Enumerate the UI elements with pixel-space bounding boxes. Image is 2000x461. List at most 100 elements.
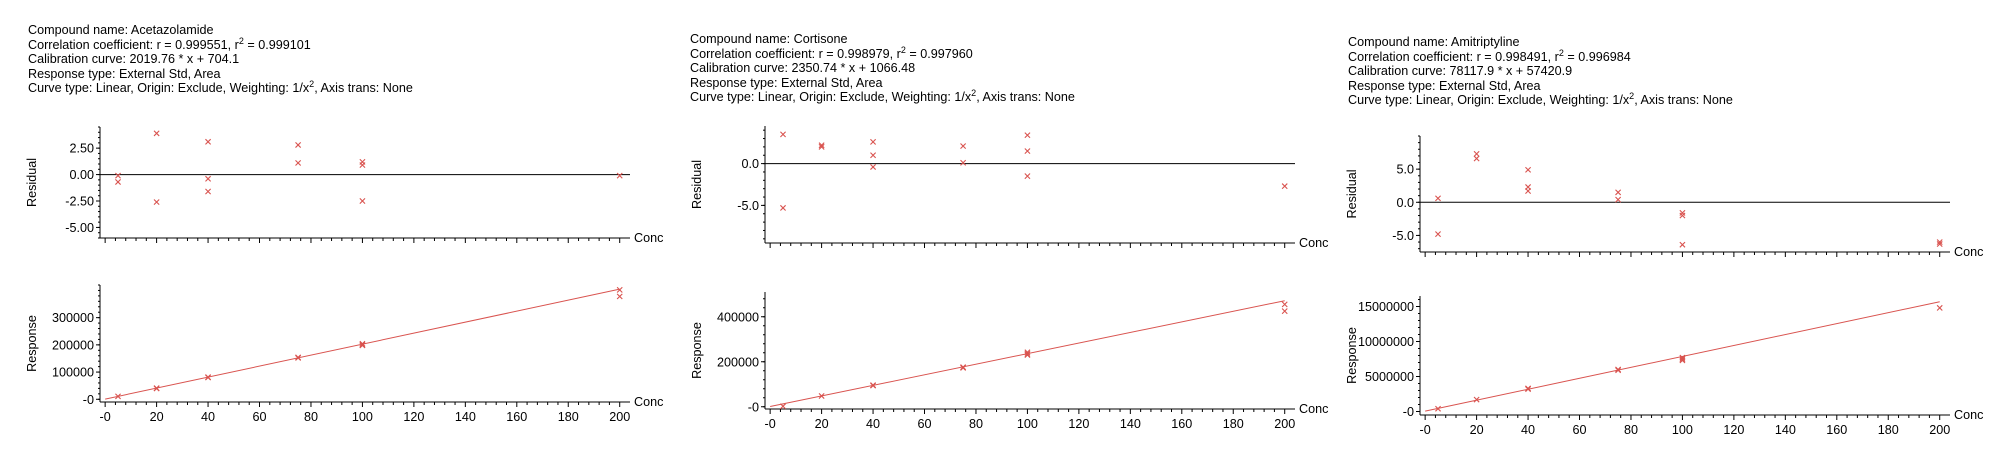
curve-type-line: Curve type: Linear, Origin: Exclude, Wei… [28,78,668,96]
response-data-point [359,340,366,347]
correlation-label: Correlation coefficient: r = [690,46,838,61]
x-tick-label: 100 [352,410,373,424]
x-axis-label: Conc [1954,408,1983,422]
r2-label: , r [889,46,901,61]
residual-data-point [1679,241,1686,248]
response-data-point [1936,304,1943,311]
residual-data-point [1435,231,1441,238]
residual-data-point [870,163,877,170]
residual-plot: 2.50 0.00 -2.50 -5.00 Conc Residual [25,126,663,245]
x-tick-label: 120 [1723,423,1744,437]
r2-value: 0.996984 [1578,49,1631,64]
residual-plot: 0.0 -5.0 Conc Residual [690,126,1328,250]
residual-data-point [1936,241,1943,248]
x-tick-label: 200 [1274,417,1295,431]
y-tick-label: 15000000 [1358,300,1414,314]
r2-exponent: 2 [1558,47,1564,58]
r2-value: 0.999101 [258,37,311,52]
x-tick-label: 200 [1929,423,1950,437]
residual-data-point [153,199,160,206]
calibration-panel-acetazolamide: Compound name: Acetazolamide Correlation… [0,0,663,461]
r2-equals: = [1563,49,1579,64]
x-tick-label: 160 [1171,417,1192,431]
x-tick-label: 20 [1470,423,1484,437]
x-tick-label: 200 [609,410,630,424]
x-tick-label: 140 [1775,423,1796,437]
y-tick-label: -5.00 [65,221,94,235]
x-tick-label: 80 [304,410,318,424]
r2-label: , r [1547,49,1559,64]
residual-data-point [1679,212,1686,219]
x-tick-label: 60 [1573,423,1587,437]
correlation-line: Correlation coefficient: r = 0.998491, r… [1348,47,1988,65]
residual-data-point [205,138,212,145]
residual-data-point [870,138,877,145]
x-tick-label: 180 [558,410,579,424]
r2-value: 0.997960 [920,46,973,61]
response-type-line: Response type: External Std, Area [28,66,221,81]
x-tick-label: -0 [100,410,111,424]
y-tick-label: -2.50 [65,195,94,209]
x-tick-label: -0 [1420,423,1431,437]
response-data-point [616,293,623,300]
x-tick-label: 120 [1068,417,1089,431]
weighting-exponent: 2 [1629,90,1635,101]
y-tick-label: 100000 [52,366,94,380]
residual-data-point [780,131,786,138]
curve-type-label: Curve type: Linear, Origin: Exclude, Wei… [690,90,972,104]
response-axis-title: Response [690,322,704,379]
response-data-point [115,393,121,400]
residual-data-point [1679,209,1686,216]
residual-data-point [1936,239,1943,246]
response-data-point [1525,386,1532,393]
curve-type-line: Curve type: Linear, Origin: Exclude, Wei… [1348,90,1988,108]
x-tick-label: 160 [506,410,527,424]
calibration-panel-cortisone: Compound name: Cortisone Correlation coe… [660,0,1328,461]
response-type-line: Response type: External Std, Area [690,75,883,90]
response-data-point [153,385,160,392]
residual-axis-title: Residual [1345,169,1359,218]
residual-data-point [115,172,121,179]
correlation-line: Correlation coefficient: r = 0.999551, r… [28,35,668,53]
x-tick-label: 140 [455,410,476,424]
residual-data-point [1615,196,1622,203]
y-tick-label: -0 [83,393,94,407]
x-tick-label: 60 [253,410,267,424]
calibration-label: Calibration curve: [1348,64,1450,78]
r2-exponent: 2 [238,35,244,46]
y-tick-label: 10000000 [1358,335,1414,349]
y-tick-label: -0 [748,400,759,414]
x-axis-label: Conc [634,395,663,409]
residual-data-point [295,141,302,148]
response-plot: 400000 200000 -0 Conc Response -0 20 40 60 80 100 1… [690,292,1328,431]
y-tick-label: 5000000 [1365,370,1414,384]
compound-name-line: Compound name: Amitriptyline [1348,35,1988,50]
residual-data-point [1525,166,1532,173]
calibration-plots: 2.50 0.00 -2.50 -5.00 Conc Residual 300000 2000… [25,126,663,424]
response-data-point [205,374,212,381]
response-data-point [1435,405,1441,412]
residual-data-point [115,178,121,185]
x-tick-label: 160 [1826,423,1847,437]
residual-data-point [960,159,967,166]
calibration-line: Calibration curve: 2019.76 * x + 704.1 [28,52,668,67]
r-value: 0.999551 [175,37,228,52]
compound-name: Cortisone [793,32,848,46]
residual-data-point [1615,189,1622,196]
curve-type-line: Curve type: Linear, Origin: Exclude, Wei… [690,88,1330,105]
residual-data-point [205,188,212,195]
axis-trans-label: , Axis trans: None [976,90,1075,104]
x-tick-label: 140 [1120,417,1141,431]
weighting-exponent: 2 [309,78,315,89]
y-tick-label: 400000 [717,310,759,324]
residual-data-point [616,172,623,179]
x-axis-label: Conc [1299,236,1328,250]
y-tick-label: -0 [1403,405,1414,419]
y-tick-label: 200000 [717,355,759,369]
response-data-point [818,392,825,399]
axis-trans-label: , Axis trans: None [314,81,413,95]
calibration-equation: 2019.76 * x + 704.1 [129,52,240,66]
residual-data-point [1024,173,1031,180]
x-axis-label: Conc [1954,245,1983,259]
calibration-panel-amitriptyline: Compound name: Amitriptyline Correlation… [1320,0,1983,461]
